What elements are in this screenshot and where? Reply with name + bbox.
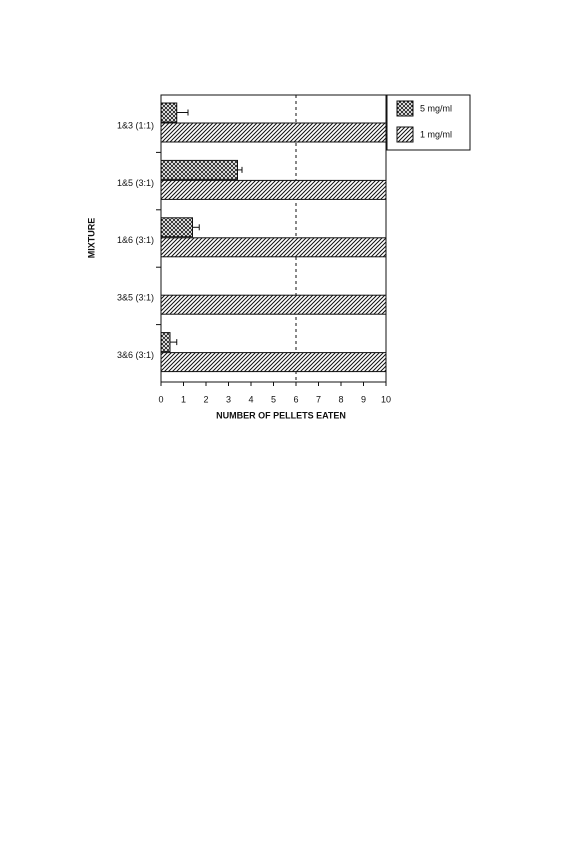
y-tick-label: 3&5 (3:1) xyxy=(117,293,154,303)
x-tick-label: 10 xyxy=(381,394,391,404)
x-tick-label: 9 xyxy=(361,394,366,404)
legend-label: 1 mg/ml xyxy=(420,129,452,139)
x-tick-label: 4 xyxy=(248,394,253,404)
error-bar xyxy=(192,224,200,231)
error-bar xyxy=(170,339,178,346)
y-tick-label: 1&3 (1:1) xyxy=(117,120,154,130)
bar xyxy=(160,159,238,180)
bar xyxy=(160,122,387,143)
bar xyxy=(160,179,387,200)
error-bar xyxy=(237,166,243,173)
x-tick-label: 8 xyxy=(338,394,343,404)
bar xyxy=(160,217,193,238)
x-axis-label: NUMBER OF PELLETS EATEN xyxy=(216,410,346,420)
y-tick-label: 3&6 (3:1) xyxy=(117,350,154,360)
y-axis-label: MIXTURE xyxy=(86,218,96,259)
y-tick-label: 1&5 (3:1) xyxy=(117,178,154,188)
x-tick-label: 7 xyxy=(316,394,321,404)
bar xyxy=(160,352,387,373)
bar xyxy=(160,102,178,123)
legend-label: 5 mg/ml xyxy=(420,103,452,113)
bar xyxy=(160,294,387,315)
x-tick-label: 2 xyxy=(203,394,208,404)
x-tick-label: 6 xyxy=(293,394,298,404)
bar xyxy=(160,332,171,353)
y-tick-label: 1&6 (3:1) xyxy=(117,235,154,245)
bar xyxy=(160,237,387,258)
x-tick-label: 0 xyxy=(158,394,163,404)
x-tick-label: 5 xyxy=(271,394,276,404)
error-bar xyxy=(176,109,189,116)
x-tick-label: 1 xyxy=(181,394,186,404)
legend-swatch xyxy=(396,126,414,143)
legend-swatch xyxy=(396,100,414,117)
x-tick-label: 3 xyxy=(226,394,231,404)
